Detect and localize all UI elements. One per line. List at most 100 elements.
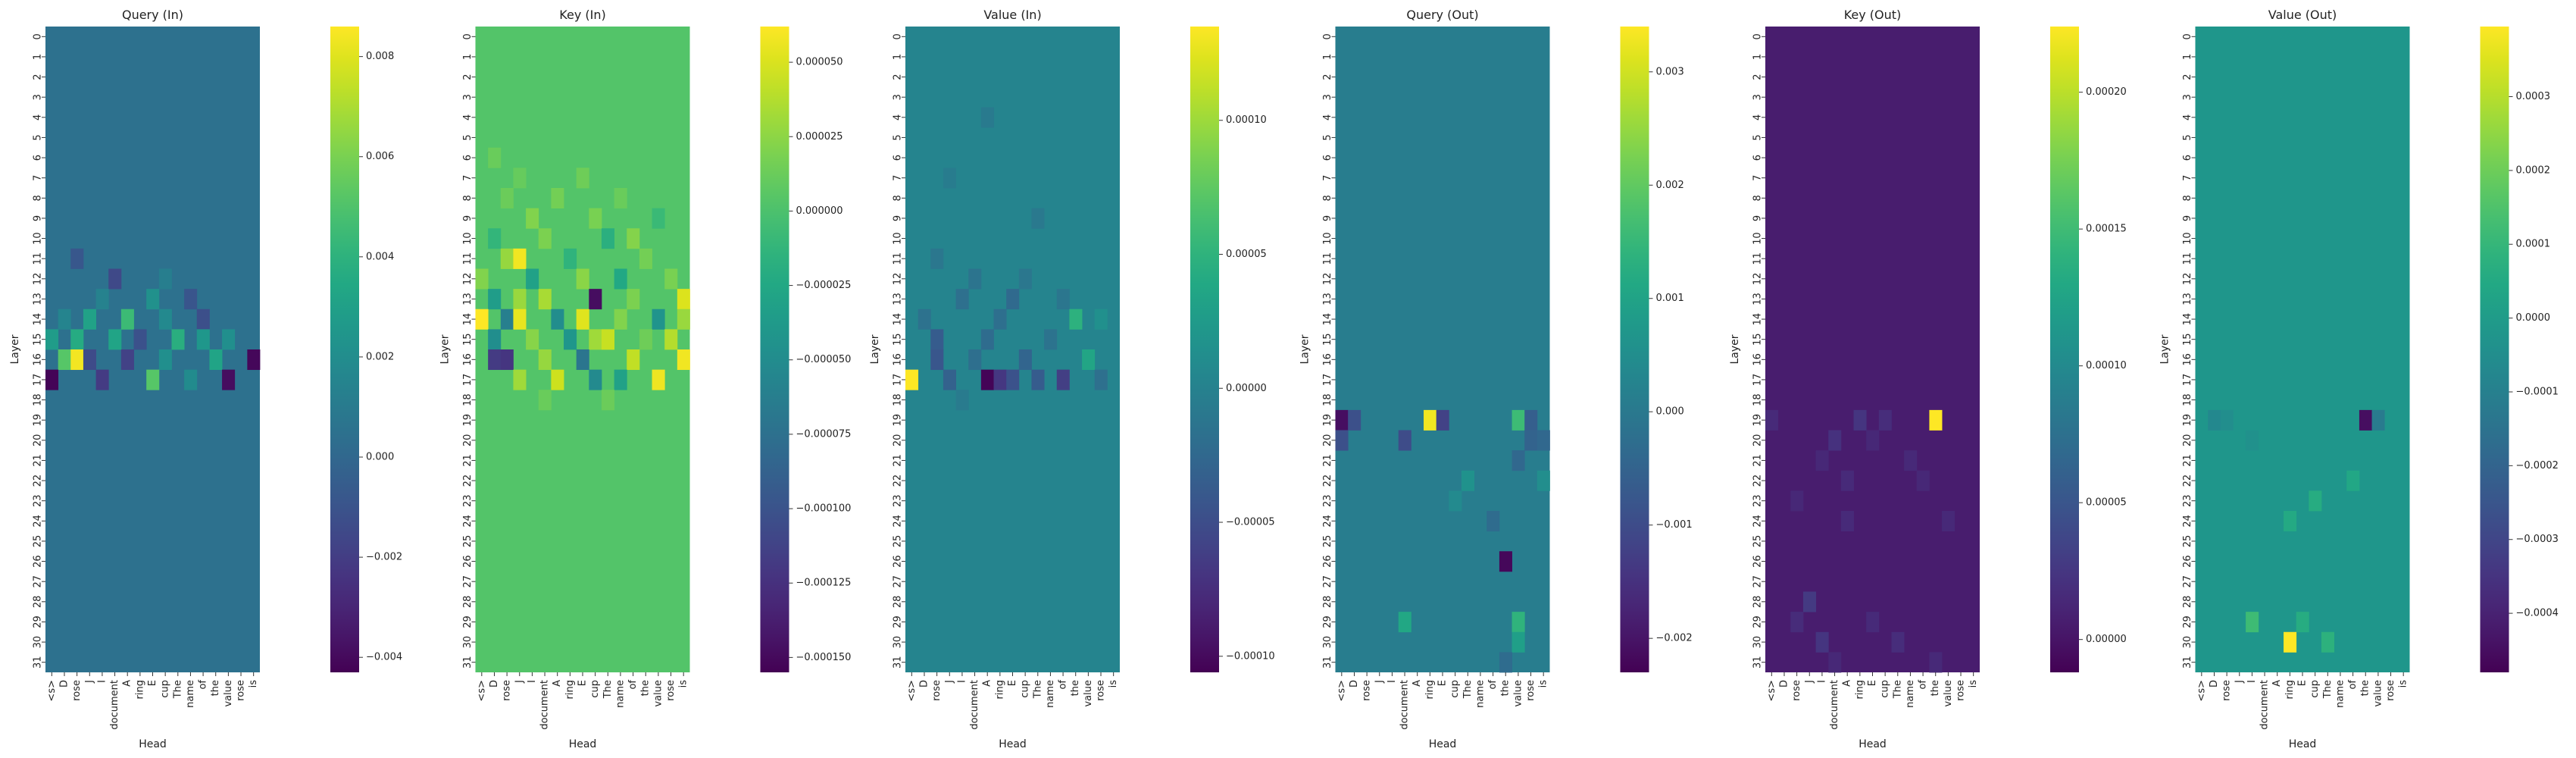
y-tick-label: 21 — [893, 454, 904, 467]
y-tick-label: 2 — [1322, 74, 1333, 80]
heatmap-cell — [1840, 511, 1854, 532]
y-tick-label: 5 — [462, 134, 474, 140]
colorbar-tick-label: −0.0004 — [2516, 608, 2559, 619]
heatmap-panel-2: Key (In)01234567891011121314151617181920… — [439, 8, 852, 750]
y-tick-label: 3 — [2182, 94, 2193, 100]
y-tick-label: 5 — [33, 134, 44, 140]
heatmap-cell — [614, 268, 627, 290]
x-tick-label: of — [198, 680, 209, 690]
heatmap-cell — [1512, 450, 1525, 471]
y-tick-label: 0 — [462, 33, 474, 39]
y-tick-label: 3 — [893, 94, 904, 100]
x-tick-label: value — [223, 680, 234, 707]
y-tick-label: 20 — [33, 434, 44, 447]
heatmap-cell — [980, 107, 994, 128]
x-tick-label: D — [1349, 680, 1360, 688]
y-tick-label: 16 — [2182, 353, 2193, 366]
heatmap-cell — [905, 369, 919, 390]
heatmap-cell — [1866, 430, 1880, 451]
colorbar-tick-label: 0.000 — [1656, 406, 1684, 418]
heatmap-cell — [652, 208, 665, 229]
y-tick-label: 6 — [2182, 155, 2193, 161]
colorbar-tick-label: −0.0001 — [2516, 386, 2559, 397]
colorbar-tick-label: −0.004 — [366, 652, 402, 663]
x-tick-label: ring — [1424, 680, 1436, 699]
x-tick-label: name — [1045, 680, 1056, 708]
heatmap-cell — [488, 329, 502, 350]
y-tick-label: 5 — [1752, 134, 1764, 140]
y-tick-label: 18 — [462, 393, 474, 406]
heatmap-cell — [2246, 430, 2259, 451]
colorbar-tick-label: 0.000 — [366, 452, 394, 463]
y-tick-label: 27 — [1322, 575, 1333, 588]
y-tick-label: 17 — [893, 374, 904, 387]
y-tick-label: 16 — [462, 353, 474, 366]
y-tick-label: 18 — [1752, 393, 1764, 406]
x-tick-label: rose — [1791, 680, 1802, 701]
heatmap-cell — [133, 329, 147, 350]
heatmap-cell — [943, 168, 956, 189]
y-tick-label: 5 — [2182, 134, 2193, 140]
y-tick-label: 20 — [1322, 434, 1333, 447]
heatmap-background — [1335, 27, 1550, 672]
y-tick-label: 10 — [1752, 232, 1764, 245]
x-tick-label: A — [122, 680, 133, 687]
heatmap-cell — [1031, 208, 1045, 229]
y-tick-label: 20 — [1752, 434, 1764, 447]
y-tick-label: 15 — [33, 333, 44, 346]
y-tick-label: 9 — [893, 215, 904, 221]
colorbar — [2480, 27, 2509, 672]
y-tick-label: 19 — [1322, 414, 1333, 427]
y-tick-label: 30 — [33, 636, 44, 649]
y-tick-label: 0 — [1752, 33, 1764, 39]
heatmap-cell — [564, 329, 577, 350]
colorbar-tick-label: 0.000050 — [796, 57, 843, 68]
heatmap-cell — [526, 329, 539, 350]
heatmap-cell — [513, 309, 527, 330]
y-tick-label: 12 — [893, 273, 904, 286]
y-tick-label: 12 — [1322, 273, 1333, 286]
y-tick-label: 8 — [893, 195, 904, 201]
heatmap-cell — [500, 349, 514, 371]
x-tick-label: rose — [2221, 680, 2233, 701]
x-axis-label: Head — [569, 738, 597, 750]
x-tick-label: The — [1032, 680, 1043, 699]
y-tick-label: 15 — [893, 333, 904, 346]
heatmap-cell — [2284, 511, 2297, 532]
x-tick-label: E — [1867, 680, 1878, 686]
heatmap-cell — [222, 329, 236, 350]
y-tick-label: 5 — [893, 134, 904, 140]
x-tick-label: cup — [1020, 680, 1031, 698]
colorbar — [760, 27, 789, 672]
colorbar-tick-label: 0.0000 — [2516, 312, 2551, 324]
y-tick-label: 0 — [1322, 33, 1333, 39]
y-tick-label: 2 — [2182, 74, 2193, 80]
heatmap-panel-1: Query (In)012345678910111213141516171819… — [9, 8, 402, 750]
heatmap-cell — [1335, 409, 1349, 431]
x-tick-label: <s> — [46, 680, 58, 702]
heatmap-cell — [1031, 369, 1045, 390]
x-tick-label: J — [84, 680, 95, 684]
heatmap-cell — [639, 248, 652, 269]
colorbar-tick-label: −0.000150 — [796, 652, 852, 663]
y-tick-label: 18 — [1322, 393, 1333, 406]
heatmap-cell — [993, 369, 1007, 390]
heatmap-cell — [1006, 369, 1020, 390]
heatmap-cell — [677, 349, 690, 371]
y-tick-label: 13 — [462, 293, 474, 305]
x-tick-label: of — [1058, 680, 1069, 690]
heatmap-cell — [538, 289, 552, 310]
heatmap-cell — [576, 309, 589, 330]
heatmap-cell — [664, 329, 678, 350]
heatmap-cell — [513, 289, 527, 310]
y-axis-label: Layer — [1729, 334, 1741, 364]
x-tick-label: The — [1462, 680, 1474, 699]
heatmap-cell — [500, 188, 514, 209]
heatmap-cell — [1866, 612, 1880, 633]
heatmap-cell — [83, 349, 96, 371]
y-tick-label: 27 — [1752, 575, 1764, 588]
y-tick-label: 26 — [2182, 555, 2193, 568]
y-tick-label: 24 — [2182, 515, 2193, 528]
x-tick-label: name — [1474, 680, 1486, 708]
